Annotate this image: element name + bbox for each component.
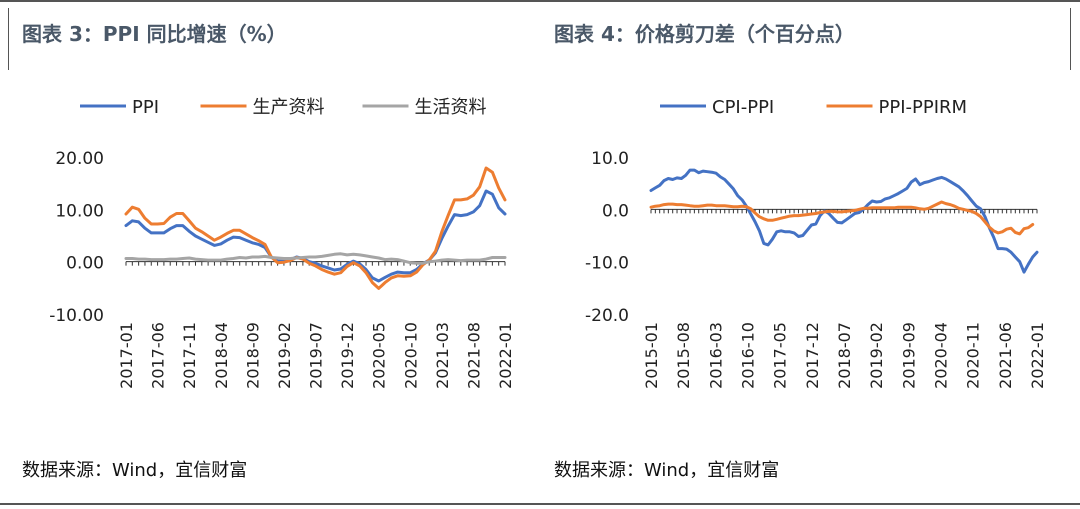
x-tick-label: 2016-10 [739,322,758,389]
chart-title: 图表 4：价格剪刀差（个百分点） [554,22,855,46]
scissors-chart: 10.0 0.0 -10.0 -20.0 2015-01 2015-08 2016-03 20… [585,97,1047,389]
x-tick-label: 2015-01 [642,322,661,389]
x-tick-label: 2020-04 [932,322,951,389]
x-tick-label: 2015-08 [674,322,693,389]
x-tick-label: 2021-06 [996,322,1015,389]
x-tick-label: 2017-11 [180,322,199,389]
x-tick-label: 2018-04 [212,322,231,389]
y-tick-label: 10.0 [591,149,629,169]
series-line [124,166,507,290]
y-tick-label: -10.00 [49,306,104,326]
x-tick-label: 2021-03 [433,322,452,389]
chart-title: 图表 3：PPI 同比增速（%） [22,22,287,46]
series-line [124,189,507,283]
x-tick-label: 2020-11 [964,322,983,389]
y-tick-label: 20.00 [55,149,104,169]
ppi-chart: 20.00 10.00 0.00 -10.00 2017-01 2017-06 2017-1… [49,97,515,389]
x-tick-label: 2019-07 [307,322,326,389]
legend-label: PPI [132,97,159,118]
x-tick-label: 2019-12 [338,322,357,389]
x-tick-label: 2017-06 [149,322,168,389]
x-tick-label: 2020-10 [401,322,420,389]
x-tick-label: 2019-02 [867,322,886,389]
y-tick-label: -20.0 [585,306,629,326]
y-tick-label: 10.00 [55,201,104,221]
legend-label: 生活资料 [415,97,487,118]
top-border [0,0,1080,2]
series-line [649,200,1035,236]
x-tick-label: 2017-12 [803,322,822,389]
chart-panel-scissors: 图表 4：价格剪刀差（个百分点） 10.0 0.0 -10.0 -20.0 2015-0… [540,0,1080,509]
x-tick-label: 2017-01 [117,322,136,389]
x-tick-label: 2021-08 [464,322,483,389]
series-line [124,252,507,265]
series-line [649,168,1039,274]
legend-label: 生产资料 [253,97,325,118]
y-tick-label: -10.0 [585,254,629,274]
bottom-border [0,503,1080,505]
y-tick-label: 0.00 [66,254,104,274]
x-tick-label: 2017-05 [771,322,790,389]
x-tick-label: 2020-05 [370,322,389,389]
chart-panel-ppi: 图表 3：PPI 同比增速（%） 20.00 10.00 0.00 -10.00 201… [22,22,515,481]
x-tick-label: 2022-01 [1028,322,1047,389]
x-tick-label: 2019-02 [275,322,294,389]
title-left-rule [8,8,9,70]
x-tick-label: 2016-03 [706,322,725,389]
x-tick-label: 2022-01 [496,322,515,389]
y-tick-label: 0.0 [602,201,629,221]
legend-label: CPI-PPI [712,97,774,118]
x-tick-label: 2019-09 [899,322,918,389]
title-right-rule [1070,8,1071,70]
x-tick-label: 2018-07 [835,322,854,389]
source-note: 数据来源：Wind，宜信财富 [554,460,780,481]
legend-label: PPI-PPIRM [879,97,968,118]
source-note: 数据来源：Wind，宜信财富 [22,460,248,481]
x-tick-label: 2018-09 [243,322,262,389]
